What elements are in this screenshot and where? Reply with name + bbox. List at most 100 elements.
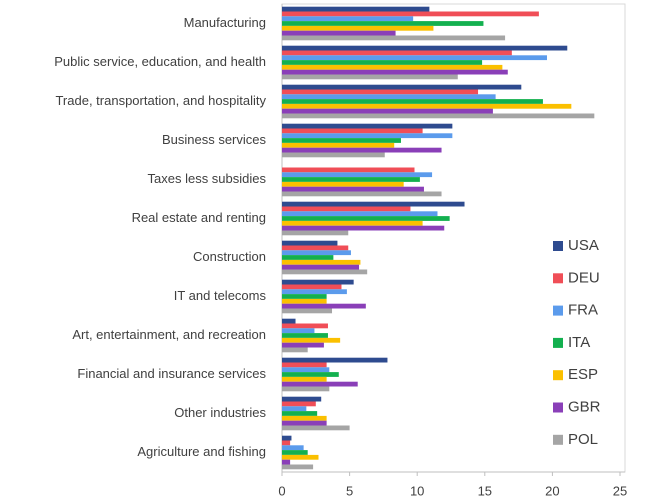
bar xyxy=(282,401,316,407)
bar xyxy=(282,55,547,61)
bar xyxy=(282,89,479,95)
bar xyxy=(282,113,595,119)
bar xyxy=(282,181,404,187)
bar xyxy=(282,308,333,314)
bar xyxy=(282,94,496,100)
bar xyxy=(282,415,327,421)
bar xyxy=(282,259,361,265)
bar xyxy=(282,298,327,304)
legend-label: DEU xyxy=(568,269,600,286)
y-tick-label: Business services xyxy=(162,132,267,147)
bar xyxy=(282,128,423,134)
bar xyxy=(282,333,328,338)
bar xyxy=(282,264,360,270)
bar xyxy=(282,177,420,182)
bar xyxy=(282,250,351,256)
y-tick-label: Real estate and renting xyxy=(132,210,266,225)
bar xyxy=(282,342,324,348)
legend-label: USA xyxy=(568,237,599,254)
bar xyxy=(282,167,415,173)
bar xyxy=(282,45,568,51)
legend-swatch xyxy=(553,305,563,316)
bar xyxy=(282,142,395,148)
bar xyxy=(282,445,304,451)
y-tick-label: Taxes less subsidies xyxy=(148,171,267,186)
bar xyxy=(282,60,483,65)
bar xyxy=(282,240,338,246)
bar xyxy=(282,269,368,275)
bar xyxy=(282,372,339,377)
bar xyxy=(282,25,434,31)
legend-swatch xyxy=(553,337,563,348)
legend-swatch xyxy=(553,273,563,284)
bar xyxy=(282,186,424,192)
bar xyxy=(282,16,414,22)
x-tick-label: 25 xyxy=(613,483,627,498)
bar xyxy=(282,133,453,139)
bar xyxy=(282,294,327,299)
bar xyxy=(282,103,572,109)
bar xyxy=(282,420,327,426)
legend-swatch xyxy=(553,402,563,413)
legend-swatch xyxy=(553,241,563,251)
bar xyxy=(282,411,318,416)
bar xyxy=(282,201,465,207)
bar xyxy=(282,50,512,56)
bar xyxy=(282,172,433,178)
bar xyxy=(282,328,315,334)
bar xyxy=(282,406,307,412)
bar xyxy=(282,30,396,36)
bar xyxy=(282,323,328,329)
y-tick-label: IT and telecoms xyxy=(174,288,267,303)
bar xyxy=(282,450,308,455)
y-tick-label: Financial and insurance services xyxy=(77,366,266,381)
x-tick-label: 20 xyxy=(545,483,559,498)
bar xyxy=(282,318,296,324)
bar xyxy=(282,357,388,363)
bar xyxy=(282,362,327,368)
bar xyxy=(282,396,322,402)
legend-swatch xyxy=(553,370,563,381)
legend-label: FRA xyxy=(568,302,598,319)
bar xyxy=(282,255,334,260)
y-tick-label: Public service, education, and health xyxy=(54,54,266,69)
legend-swatch xyxy=(553,434,563,445)
bar xyxy=(282,289,347,295)
bar xyxy=(282,337,341,343)
bar xyxy=(282,108,493,114)
x-tick-label: 10 xyxy=(410,483,424,498)
legend-label: POL xyxy=(568,431,598,448)
bar xyxy=(282,376,327,382)
bar xyxy=(282,454,319,460)
bar xyxy=(282,147,442,153)
bar xyxy=(282,191,442,197)
bar xyxy=(282,123,453,129)
bar xyxy=(282,152,385,158)
legend-label: ESP xyxy=(568,366,598,383)
bar xyxy=(282,435,292,441)
y-tick-label: Construction xyxy=(193,249,266,264)
bar xyxy=(282,367,330,373)
bar xyxy=(282,6,430,12)
bar xyxy=(282,11,539,17)
x-tick-label: 15 xyxy=(478,483,492,498)
bar xyxy=(282,220,423,226)
bar xyxy=(282,440,291,446)
bar xyxy=(282,211,438,217)
bar xyxy=(282,230,349,236)
bar xyxy=(282,464,314,470)
bar xyxy=(282,99,543,104)
bar xyxy=(282,459,291,465)
bar xyxy=(282,74,458,80)
x-tick-label: 5 xyxy=(346,483,353,498)
bar xyxy=(282,303,366,309)
bar xyxy=(282,35,506,41)
y-tick-label: Art, entertainment, and recreation xyxy=(72,327,266,342)
bar xyxy=(282,64,503,70)
bar xyxy=(282,21,484,26)
legend-label: GBR xyxy=(568,398,601,415)
bar xyxy=(282,381,358,387)
bar xyxy=(282,425,350,431)
bar xyxy=(282,245,349,251)
